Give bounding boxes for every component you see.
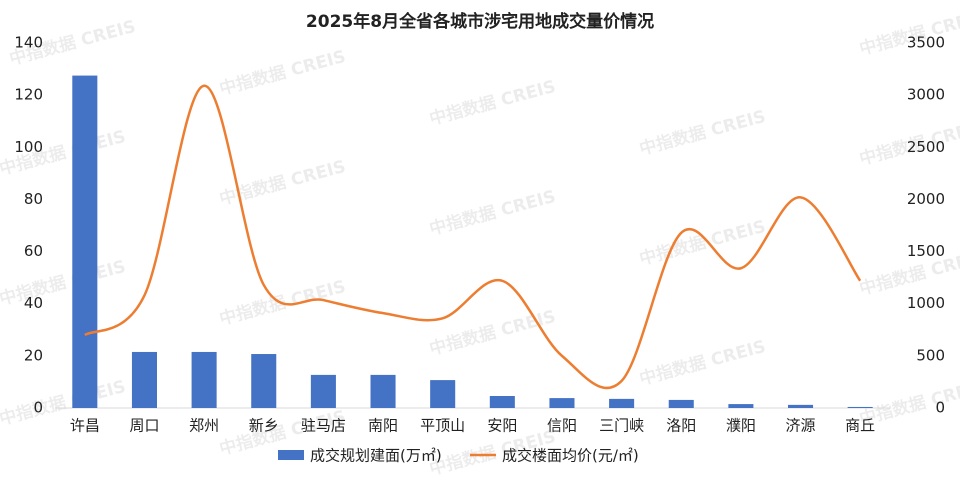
line [84, 84, 862, 390]
y2-tick-label: 2500 [907, 138, 945, 156]
y2-tick-label: 3500 [907, 34, 945, 52]
y-tick-label: 100 [14, 138, 43, 156]
legend-label: 成交规划建面(万㎡) [310, 447, 442, 465]
x-tick-label: 信阳 [547, 417, 577, 435]
bar [549, 398, 575, 408]
x-tick-label: 洛阳 [666, 417, 696, 435]
y-tick-label: 60 [24, 242, 43, 260]
legend-label: 成交楼面均价(元/㎡) [502, 447, 639, 465]
watermark: 中指数据 CREIS [637, 216, 768, 270]
watermark: 中指数据 CREIS [637, 336, 768, 390]
y-tick-label: 80 [24, 190, 43, 208]
x-tick-label: 驻马店 [301, 417, 346, 435]
x-tick-label: 周口 [129, 417, 159, 435]
bar [430, 380, 456, 408]
y2-tick-label: 3000 [907, 86, 945, 104]
bar [370, 374, 396, 408]
bar [131, 351, 157, 408]
bar [72, 75, 98, 408]
x-tick-label: 郑州 [189, 417, 219, 435]
x-tick-label: 新乡 [249, 417, 279, 435]
watermark: 中指数据 CREIS [0, 376, 128, 430]
bar [489, 396, 515, 408]
y-tick-label: 40 [24, 294, 43, 312]
x-tick-label: 济源 [786, 417, 816, 435]
watermark: 中指数据 CREIS [427, 186, 558, 240]
y-tick-label: 20 [24, 346, 43, 364]
watermark: 中指数据 CREIS [0, 256, 128, 310]
bar [847, 406, 873, 408]
bar [191, 351, 217, 408]
x-tick-label: 三门峡 [599, 417, 644, 435]
bar [310, 374, 336, 408]
x-tick-label: 许昌 [70, 417, 100, 435]
x-tick-label: 濮阳 [726, 417, 756, 435]
bar [609, 398, 635, 408]
bar [728, 404, 754, 408]
y2-tick-label: 2000 [907, 190, 945, 208]
bar [251, 354, 277, 408]
y-tick-label: 0 [33, 399, 43, 417]
y-tick-label: 120 [14, 86, 43, 104]
watermark: 中指数据 CREIS [427, 76, 558, 130]
watermark: 中指数据 CREIS [427, 306, 558, 360]
chart-title: 2025年8月全省各城市涉宅用地成交量价情况 [306, 11, 654, 32]
y2-tick-label: 1000 [907, 294, 945, 312]
y2-tick-label: 1500 [907, 242, 945, 260]
x-tick-label: 安阳 [487, 417, 517, 435]
y2-tick-label: 0 [935, 399, 945, 417]
y-tick-label: 140 [14, 34, 43, 52]
bar [668, 399, 694, 408]
bar [788, 404, 814, 408]
y2-tick-label: 500 [916, 346, 945, 364]
legend-swatch [278, 450, 304, 460]
x-tick-label: 商丘 [845, 417, 875, 435]
x-tick-label: 平顶山 [420, 417, 465, 435]
watermark: 中指数据 CREIS [637, 106, 768, 160]
watermark: 中指数据 CREIS [217, 46, 348, 100]
x-tick-label: 南阳 [368, 417, 398, 435]
